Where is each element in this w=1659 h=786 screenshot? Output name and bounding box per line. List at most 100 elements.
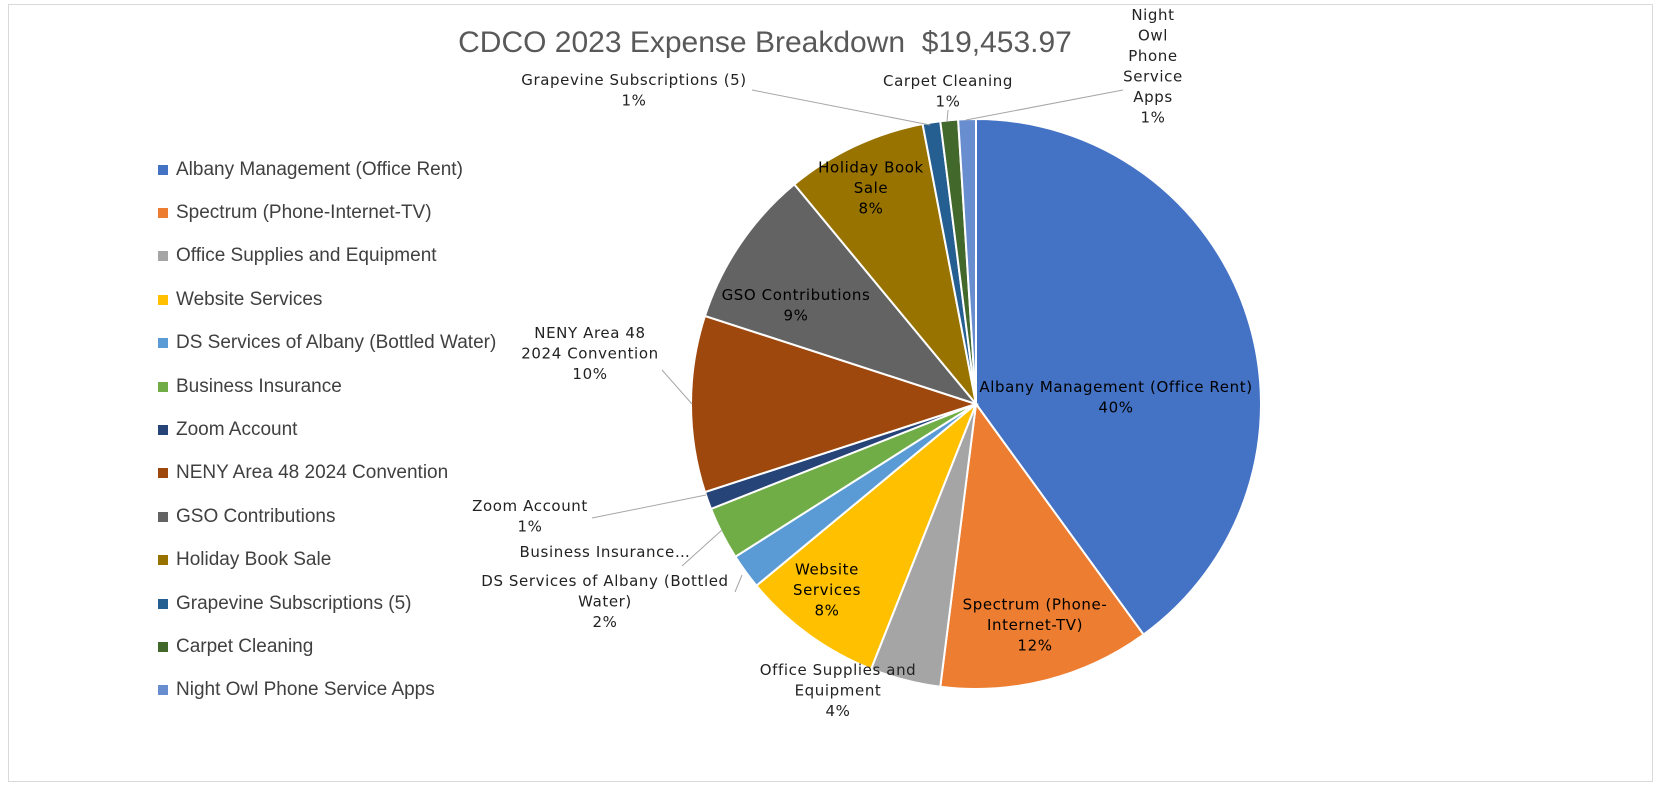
legend-swatch bbox=[158, 555, 168, 566]
data-label-line: 1% bbox=[1141, 109, 1166, 127]
data-label-line: Equipment bbox=[795, 682, 882, 700]
leader-line bbox=[591, 494, 707, 519]
data-label-line: 8% bbox=[815, 602, 840, 620]
legend-item: Holiday Book Sale bbox=[158, 539, 496, 582]
data-label-line: 1% bbox=[518, 518, 543, 536]
leader-line bbox=[661, 369, 693, 405]
pie-slice bbox=[939, 401, 1145, 690]
data-label: GSO Contributions 9% bbox=[722, 286, 871, 325]
pie-slice bbox=[754, 403, 977, 671]
data-label-line: Carpet Cleaning bbox=[883, 72, 1013, 90]
legend-item: Albany Management (Office Rent) bbox=[158, 148, 496, 191]
data-label-line: 40% bbox=[1098, 398, 1133, 416]
legend-item: Zoom Account bbox=[158, 408, 496, 451]
leader-line bbox=[751, 89, 931, 126]
data-label-line: Apps bbox=[1133, 88, 1173, 106]
legend-swatch bbox=[158, 338, 168, 349]
legend-label: Grapevine Subscriptions (5) bbox=[176, 592, 412, 614]
legend-swatch bbox=[158, 641, 168, 652]
legend-item: Office Supplies and Equipment bbox=[158, 235, 496, 278]
data-label-line: 1% bbox=[936, 93, 961, 111]
data-label: Zoom Account 1% bbox=[472, 497, 588, 536]
legend-swatch bbox=[158, 511, 168, 522]
legend-label: Zoom Account bbox=[176, 419, 298, 441]
data-label-line: 4% bbox=[826, 702, 851, 720]
legend-label: Night Owl Phone Service Apps bbox=[176, 679, 435, 701]
legend-swatch bbox=[158, 294, 168, 305]
data-label: Business Insurance… bbox=[520, 543, 691, 561]
legend-label: Holiday Book Sale bbox=[176, 549, 332, 571]
data-label-line: Website bbox=[795, 561, 859, 579]
legend-swatch bbox=[158, 425, 168, 436]
legend-swatch bbox=[158, 164, 168, 175]
legend-label: DS Services of Albany (Bottled Water) bbox=[176, 332, 497, 354]
data-label-line: Grapevine Subscriptions (5) bbox=[521, 71, 747, 89]
pie-slice bbox=[975, 117, 1262, 636]
leader-line bbox=[734, 574, 743, 593]
data-label: DS Services of Albany (Bottled Water) 2% bbox=[481, 572, 728, 631]
data-label: NENY Area 48 2024 Convention 10% bbox=[521, 324, 658, 383]
data-label-line: Spectrum (Phone- bbox=[963, 596, 1108, 614]
pie-slice bbox=[703, 182, 979, 407]
legend-label: Carpet Cleaning bbox=[176, 635, 314, 657]
data-label: Website Services 8% bbox=[793, 561, 861, 620]
data-label-line: Sale bbox=[854, 179, 889, 197]
leader-line bbox=[965, 89, 1124, 121]
data-label-line: Albany Management (Office Rent) bbox=[979, 378, 1252, 396]
data-label-line: DS Services of Albany (Bottled bbox=[481, 572, 728, 590]
data-label-line: Business Insurance… bbox=[520, 543, 691, 561]
data-label-line: GSO Contributions bbox=[722, 286, 871, 304]
data-label-line: 8% bbox=[859, 200, 884, 218]
data-label-line: Holiday Book bbox=[818, 159, 924, 177]
legend-item: DS Services of Albany (Bottled Water) bbox=[158, 322, 496, 365]
data-label-line: Water) bbox=[578, 593, 632, 611]
data-label-line: Phone bbox=[1128, 47, 1177, 65]
data-label-line: Night bbox=[1131, 6, 1174, 24]
leader-line bbox=[946, 109, 949, 123]
legend-swatch bbox=[158, 208, 168, 219]
data-label-line: 12% bbox=[1017, 637, 1052, 655]
data-label-line: Office Supplies and bbox=[760, 661, 917, 679]
legend-swatch bbox=[158, 381, 168, 392]
legend-item: Business Insurance bbox=[158, 365, 496, 408]
legend-item: Spectrum (Phone-Internet-TV) bbox=[158, 191, 496, 234]
legend-swatch bbox=[158, 598, 168, 609]
data-label-line: NENY Area 48 bbox=[534, 324, 645, 342]
pie-slice bbox=[792, 122, 977, 405]
legend-swatch bbox=[158, 251, 168, 262]
legend-label: Business Insurance bbox=[176, 375, 342, 397]
legend-item: GSO Contributions bbox=[158, 495, 496, 538]
legend-item: Carpet Cleaning bbox=[158, 625, 496, 668]
data-label: Albany Management (Office Rent) 40% bbox=[979, 378, 1252, 417]
data-label-line: 9% bbox=[784, 306, 809, 324]
legend-label: Office Supplies and Equipment bbox=[176, 245, 437, 267]
pie-slice bbox=[957, 117, 977, 405]
legend-label: NENY Area 48 2024 Convention bbox=[176, 462, 449, 484]
legend-swatch bbox=[158, 685, 168, 696]
data-label: Grapevine Subscriptions (5) 1% bbox=[521, 71, 747, 110]
legend-label: Albany Management (Office Rent) bbox=[176, 158, 463, 180]
legend-swatch bbox=[158, 468, 168, 479]
data-label-line: 1% bbox=[622, 92, 647, 110]
legend-label: Website Services bbox=[176, 288, 323, 310]
legend-item: Night Owl Phone Service Apps bbox=[158, 669, 496, 712]
data-label-line: Zoom Account bbox=[472, 497, 588, 515]
data-label-line: Internet-TV) bbox=[987, 616, 1083, 634]
chart-title: CDCO 2023 Expense Breakdown $19,453.97 bbox=[458, 26, 1072, 59]
legend-item: Website Services bbox=[158, 278, 496, 321]
data-label-line: Owl bbox=[1138, 27, 1168, 45]
legend-label: GSO Contributions bbox=[176, 505, 336, 527]
legend-item: NENY Area 48 2024 Convention bbox=[158, 452, 496, 495]
pie-slice bbox=[690, 314, 980, 494]
data-label: Night Owl Phone Service Apps 1% bbox=[1123, 6, 1183, 127]
leader-line bbox=[681, 529, 723, 567]
data-label: Spectrum (Phone- Internet-TV) 12% bbox=[963, 596, 1108, 655]
data-label-line: 10% bbox=[572, 365, 607, 383]
legend-label: Spectrum (Phone-Internet-TV) bbox=[176, 202, 432, 224]
data-label-line: Service bbox=[1123, 68, 1183, 86]
data-label: Holiday Book Sale 8% bbox=[818, 159, 924, 218]
data-label-line: Services bbox=[793, 581, 861, 599]
data-label-line: 2024 Convention bbox=[521, 345, 658, 363]
data-label: Carpet Cleaning 1% bbox=[883, 72, 1013, 111]
